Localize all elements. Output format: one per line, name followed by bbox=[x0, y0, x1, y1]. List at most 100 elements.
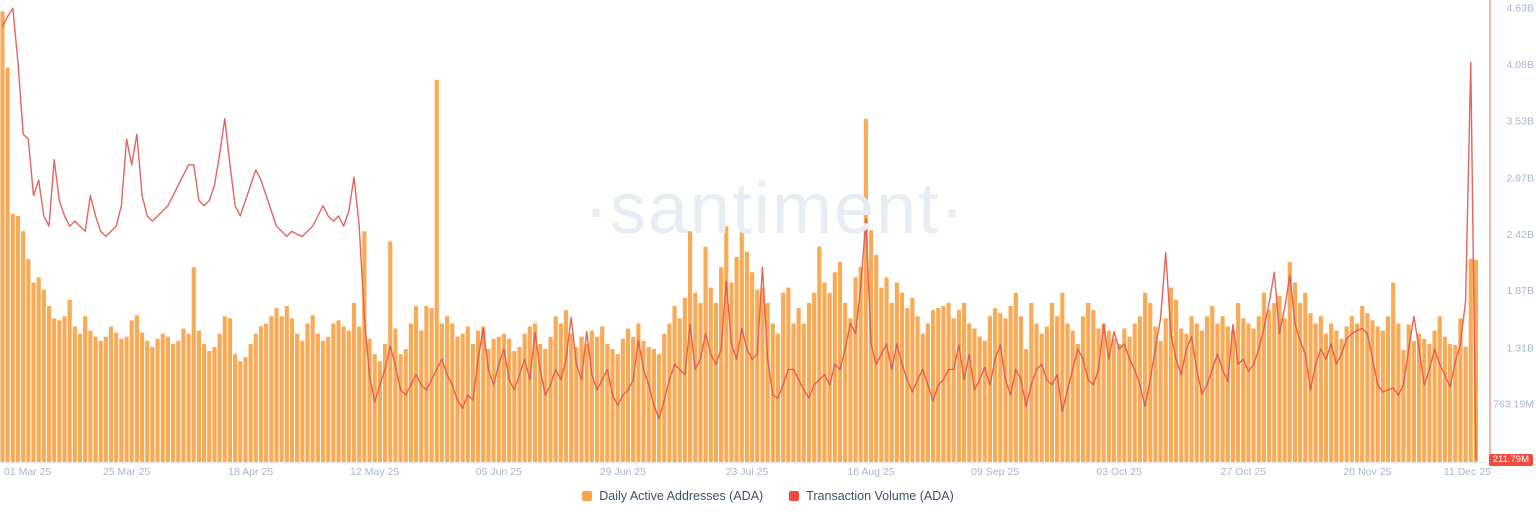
daa-bar[interactable] bbox=[806, 302, 812, 462]
daa-bar[interactable] bbox=[1111, 338, 1117, 462]
daa-bar[interactable] bbox=[476, 330, 481, 462]
daa-bar[interactable] bbox=[41, 289, 46, 462]
daa-bar[interactable] bbox=[429, 308, 434, 462]
daa-bar[interactable] bbox=[755, 289, 760, 462]
daa-bar[interactable] bbox=[884, 277, 889, 462]
daa-bar[interactable] bbox=[108, 326, 114, 462]
daa-bar[interactable] bbox=[1401, 350, 1406, 462]
daa-bar[interactable] bbox=[724, 226, 729, 462]
daa-bar[interactable] bbox=[1303, 292, 1308, 462]
daa-bar[interactable] bbox=[563, 310, 569, 462]
daa-bar[interactable] bbox=[1003, 318, 1008, 462]
daa-bar[interactable] bbox=[274, 308, 279, 462]
daa-bar[interactable] bbox=[264, 323, 269, 462]
daa-bar[interactable] bbox=[165, 336, 170, 462]
daa-bar[interactable] bbox=[388, 241, 393, 462]
daa-bar[interactable] bbox=[269, 316, 274, 462]
daa-bar[interactable] bbox=[10, 213, 15, 462]
daa-bar[interactable] bbox=[1349, 316, 1354, 462]
daa-bar[interactable] bbox=[905, 308, 910, 462]
daa-bar[interactable] bbox=[460, 333, 465, 462]
daa-bar[interactable] bbox=[1406, 324, 1411, 462]
daa-bar[interactable] bbox=[1391, 282, 1396, 462]
daa-bar[interactable] bbox=[894, 282, 899, 462]
daa-bar[interactable] bbox=[217, 333, 222, 462]
daa-bar[interactable] bbox=[1189, 316, 1194, 462]
daa-bar[interactable] bbox=[1101, 323, 1106, 462]
daa-bar[interactable] bbox=[946, 302, 951, 462]
daa-bar[interactable] bbox=[977, 336, 982, 462]
daa-bar[interactable] bbox=[98, 340, 103, 462]
daa-bar[interactable] bbox=[1385, 316, 1391, 462]
daa-bar[interactable] bbox=[801, 323, 806, 462]
daa-bar[interactable] bbox=[796, 308, 801, 462]
daa-bar[interactable] bbox=[1339, 338, 1344, 462]
daa-bar[interactable] bbox=[915, 316, 920, 462]
daa-bar[interactable] bbox=[424, 306, 429, 462]
daa-bar[interactable] bbox=[295, 333, 300, 462]
daa-bar[interactable] bbox=[962, 302, 967, 462]
daa-bar[interactable] bbox=[827, 292, 832, 462]
daa-bar[interactable] bbox=[610, 349, 615, 462]
daa-bar[interactable] bbox=[750, 272, 755, 462]
daa-bar[interactable] bbox=[238, 361, 243, 462]
daa-bar[interactable] bbox=[155, 338, 160, 462]
daa-bar[interactable] bbox=[46, 306, 52, 462]
daa-bar[interactable] bbox=[1184, 333, 1189, 462]
daa-bar[interactable] bbox=[1179, 328, 1184, 462]
daa-bar[interactable] bbox=[1230, 330, 1236, 462]
daa-bar[interactable] bbox=[1396, 323, 1401, 462]
daa-bar[interactable] bbox=[326, 336, 331, 462]
daa-bar[interactable] bbox=[1168, 287, 1173, 462]
daa-bar[interactable] bbox=[1411, 340, 1416, 462]
daa-bar[interactable] bbox=[1442, 336, 1447, 462]
daa-bar[interactable] bbox=[52, 318, 57, 462]
daa-bar[interactable] bbox=[1458, 318, 1463, 462]
daa-bar[interactable] bbox=[532, 323, 538, 462]
daa-bar[interactable] bbox=[57, 320, 62, 462]
daa-bar[interactable] bbox=[243, 357, 248, 462]
daa-bar[interactable] bbox=[931, 310, 936, 462]
daa-bar[interactable] bbox=[31, 282, 36, 462]
daa-bar[interactable] bbox=[951, 318, 956, 462]
daa-bar[interactable] bbox=[1034, 323, 1039, 462]
daa-bar[interactable] bbox=[1029, 302, 1034, 462]
daa-bar[interactable] bbox=[956, 310, 961, 462]
daa-bar[interactable] bbox=[589, 330, 594, 462]
daa-bar[interactable] bbox=[186, 333, 191, 462]
daa-bar[interactable] bbox=[377, 361, 382, 462]
daa-bar[interactable] bbox=[812, 292, 817, 462]
daa-bar[interactable] bbox=[817, 246, 822, 462]
daa-bar[interactable] bbox=[1360, 306, 1365, 462]
daa-bar[interactable] bbox=[739, 226, 744, 462]
daa-bar[interactable] bbox=[874, 254, 879, 462]
daa-bar[interactable] bbox=[1049, 302, 1055, 462]
daa-bar[interactable] bbox=[1132, 323, 1137, 462]
daa-bar[interactable] bbox=[1282, 318, 1287, 462]
daa-bar[interactable] bbox=[202, 343, 207, 462]
daa-bar[interactable] bbox=[77, 333, 83, 462]
daa-bar[interactable] bbox=[553, 316, 558, 462]
daa-bar[interactable] bbox=[682, 297, 687, 462]
daa-bar[interactable] bbox=[1173, 299, 1179, 462]
daa-bar[interactable] bbox=[289, 318, 295, 462]
daa-bar[interactable] bbox=[760, 287, 765, 462]
daa-bar[interactable] bbox=[920, 333, 925, 462]
daa-bar[interactable] bbox=[486, 349, 491, 462]
daa-bar[interactable] bbox=[1365, 313, 1370, 462]
daa-bar[interactable] bbox=[1122, 328, 1127, 462]
daa-bar[interactable] bbox=[171, 343, 176, 462]
daa-bar[interactable] bbox=[403, 349, 408, 462]
daa-bar[interactable] bbox=[600, 326, 605, 462]
daa-bar[interactable] bbox=[26, 258, 31, 462]
daa-bar[interactable] bbox=[1039, 333, 1044, 462]
daa-bar[interactable] bbox=[145, 340, 150, 462]
daa-bar[interactable] bbox=[517, 346, 522, 462]
daa-bar[interactable] bbox=[615, 354, 620, 462]
daa-bar[interactable] bbox=[160, 333, 165, 462]
daa-bar[interactable] bbox=[134, 315, 139, 462]
daa-bar[interactable] bbox=[129, 320, 134, 462]
daa-bar[interactable] bbox=[1142, 292, 1148, 462]
daa-bar[interactable] bbox=[889, 302, 894, 462]
daa-bar[interactable] bbox=[1070, 330, 1075, 462]
